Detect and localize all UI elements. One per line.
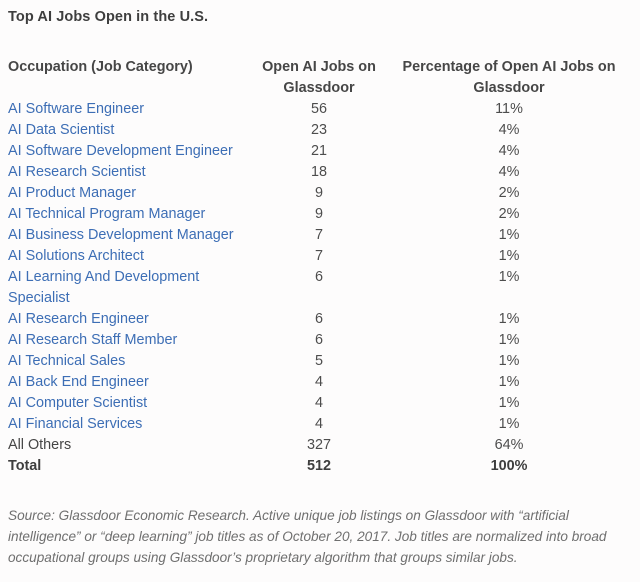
open-jobs-value: 9 — [314, 206, 323, 222]
occupation-label: Total — [8, 458, 42, 474]
percentage-value: 11% — [495, 101, 523, 117]
table-row: AI Learning And Development Specialist 6 1… — [8, 267, 632, 309]
occupation-link[interactable]: AI Technical Program Manager — [8, 206, 206, 222]
table-row: AI Computer Scientist 4 1% — [8, 393, 632, 414]
open-jobs-value: 4 — [314, 374, 323, 390]
table-row: AI Solutions Architect 7 1% — [8, 246, 632, 267]
percentage-value: 2% — [498, 206, 520, 222]
percentage-value: 1% — [498, 269, 520, 285]
open-jobs-value: 327 — [306, 437, 331, 453]
table-row: AI Business Development Manager 7 1% — [8, 225, 632, 246]
open-jobs-value: 6 — [314, 269, 323, 285]
occupation-link[interactable]: AI Data Scientist — [8, 122, 115, 138]
open-jobs-value: 9 — [314, 185, 323, 201]
percentage-value: 2% — [498, 185, 520, 201]
percentage-value: 1% — [498, 248, 520, 264]
header-percentage: Percentage of Open AI Jobs on Glassdoor — [402, 59, 616, 96]
occupation-link[interactable]: AI Software Development Engineer — [8, 143, 233, 159]
open-jobs-value: 23 — [310, 122, 327, 138]
open-jobs-value: 7 — [314, 227, 323, 243]
percentage-value: 1% — [498, 416, 520, 432]
percentage-value: 4% — [498, 164, 520, 180]
open-jobs-value: 5 — [314, 353, 323, 369]
table-row: AI Technical Sales 5 1% — [8, 351, 632, 372]
occupation-link[interactable]: AI Business Development Manager — [8, 227, 234, 243]
occupation-link[interactable]: AI Learning And Development Specialist — [8, 269, 200, 306]
open-jobs-value: 4 — [314, 416, 323, 432]
percentage-value: 1% — [498, 311, 520, 327]
table-row: AI Financial Services 4 1% — [8, 414, 632, 435]
header-open-jobs: Open AI Jobs on Glassdoor — [262, 59, 376, 96]
table-row: Total 512 100% — [8, 456, 632, 477]
percentage-value: 4% — [498, 143, 520, 159]
table-row: AI Research Scientist 18 4% — [8, 162, 632, 183]
table-row: AI Back End Engineer 4 1% — [8, 372, 632, 393]
ai-jobs-table: Occupation (Job Category) Open AI Jobs o… — [8, 57, 632, 477]
table-body: AI Software Engineer 56 11% AI Data Scienti… — [8, 99, 632, 477]
percentage-value: 100% — [490, 458, 528, 474]
occupation-link[interactable]: AI Solutions Architect — [8, 248, 144, 264]
open-jobs-value: 56 — [310, 101, 327, 117]
source-note: Source: Glassdoor Economic Research. Act… — [8, 508, 607, 565]
table-row: AI Software Development Engineer 21 4% — [8, 141, 632, 162]
open-jobs-value: 7 — [314, 248, 323, 264]
occupation-label: All Others — [8, 437, 72, 453]
open-jobs-value: 6 — [314, 311, 323, 327]
table-row: AI Research Engineer 6 1% — [8, 309, 632, 330]
open-jobs-value: 6 — [314, 332, 323, 348]
open-jobs-value: 18 — [310, 164, 327, 180]
percentage-value: 1% — [498, 395, 520, 411]
table-row: All Others 327 64% — [8, 435, 632, 456]
table-row: AI Software Engineer 56 11% — [8, 99, 632, 120]
open-jobs-value: 512 — [306, 458, 331, 474]
table-title: Top AI Jobs Open in the U.S. — [8, 9, 209, 25]
percentage-value: 64% — [494, 437, 524, 453]
open-jobs-value: 4 — [314, 395, 323, 411]
percentage-value: 1% — [498, 227, 520, 243]
occupation-link[interactable]: AI Research Staff Member — [8, 332, 178, 348]
table-row: AI Product Manager 9 2% — [8, 183, 632, 204]
header-occupation: Occupation (Job Category) — [8, 59, 193, 75]
table-row: AI Technical Program Manager 9 2% — [8, 204, 632, 225]
open-jobs-value: 21 — [310, 143, 327, 159]
occupation-link[interactable]: AI Research Scientist — [8, 164, 146, 180]
occupation-link[interactable]: AI Computer Scientist — [8, 395, 148, 411]
occupation-link[interactable]: AI Research Engineer — [8, 311, 149, 327]
percentage-value: 1% — [498, 332, 520, 348]
table-row: AI Research Staff Member 6 1% — [8, 330, 632, 351]
occupation-link[interactable]: AI Product Manager — [8, 185, 136, 201]
occupation-link[interactable]: AI Technical Sales — [8, 353, 126, 369]
percentage-value: 1% — [498, 353, 520, 369]
table-row: AI Data Scientist 23 4% — [8, 120, 632, 141]
occupation-link[interactable]: AI Back End Engineer — [8, 374, 149, 390]
percentage-value: 4% — [498, 122, 520, 138]
percentage-value: 1% — [498, 374, 520, 390]
table-header-row: Occupation (Job Category) Open AI Jobs o… — [8, 57, 632, 99]
occupation-link[interactable]: AI Financial Services — [8, 416, 143, 432]
occupation-link[interactable]: AI Software Engineer — [8, 101, 144, 117]
